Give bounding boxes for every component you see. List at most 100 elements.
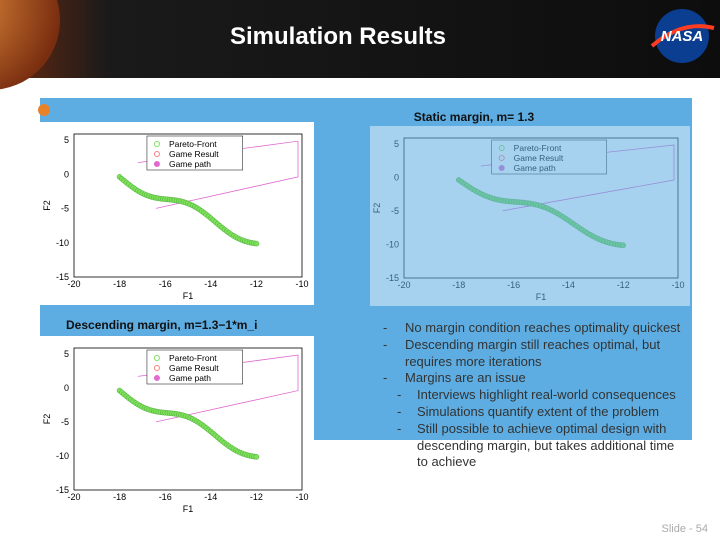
- y-tick-label: 0: [64, 383, 69, 393]
- pareto-point: [466, 184, 473, 191]
- pareto-point: [543, 205, 550, 211]
- legend-label: Game Result: [169, 149, 219, 159]
- pareto-point: [497, 197, 503, 203]
- pareto-point: [579, 226, 585, 233]
- pareto-point: [508, 198, 514, 205]
- nasa-logo: NASA: [650, 9, 715, 63]
- legend-label: Pareto-Front: [169, 353, 217, 363]
- pareto-point: [524, 200, 531, 206]
- legend-symbol: [498, 165, 505, 171]
- pareto-point: [603, 239, 610, 245]
- x-axis-label: F1: [536, 292, 547, 302]
- y-tick-label: -5: [61, 417, 69, 427]
- pareto-point: [609, 240, 616, 247]
- y-tick-label: 5: [394, 139, 399, 149]
- plot-axes: [73, 133, 303, 278]
- legend-symbol: [153, 375, 160, 381]
- pareto-point: [614, 241, 621, 248]
- pareto-point: [513, 199, 520, 205]
- x-tick-label: -20: [397, 280, 410, 290]
- pareto-point: [568, 219, 574, 226]
- pareto-point: [488, 195, 495, 201]
- legend-label: Pareto-Front: [169, 139, 217, 149]
- pareto-point: [535, 202, 542, 209]
- y-tick-label: 5: [64, 349, 69, 359]
- legend-box: [491, 139, 608, 175]
- mars-image: [0, 0, 60, 90]
- pareto-point: [499, 197, 506, 204]
- x-tick-label: -18: [113, 492, 126, 502]
- y-tick-label: 5: [64, 135, 69, 145]
- legend-box: [146, 349, 243, 385]
- plot-axes: [403, 137, 679, 279]
- x-tick-label: -14: [562, 280, 575, 290]
- y-axis-label: F2: [372, 203, 382, 214]
- x-tick-label: -16: [507, 280, 520, 290]
- legend-label: Game path: [169, 373, 211, 383]
- legend-symbol: [153, 141, 160, 147]
- plot-image: -20 -18 -16 -14 -12 -10 5 0 -5 -10 -15 F1 F2 Pareto-F…: [370, 126, 690, 306]
- header-band: [0, 0, 720, 78]
- pareto-point: [521, 199, 528, 206]
- y-tick-label: 0: [394, 173, 399, 183]
- x-tick-label: -12: [250, 279, 263, 289]
- plot-image: -20 -18 -16 -14 -12 -10 5 0 -5 -10 -15 F1 F2 Pareto-F…: [40, 336, 314, 518]
- pareto-point: [527, 200, 533, 207]
- legend-box: [146, 135, 243, 171]
- sub-bullet: Interviews highlight real-world conseque…: [383, 387, 683, 404]
- bullet: Margins are an issue: [383, 370, 683, 387]
- pareto-point: [554, 210, 561, 217]
- panel-caption: Descending margin, m=1.3−1*m_i: [66, 318, 257, 332]
- pareto-point: [461, 180, 468, 187]
- pareto-point: [612, 241, 618, 247]
- pareto-point: [253, 240, 260, 247]
- pareto-point: [458, 179, 465, 185]
- y-tick-label: 0: [64, 169, 69, 179]
- pareto-point: [560, 214, 566, 220]
- pareto-point: [510, 198, 517, 205]
- pareto-point: [587, 232, 594, 238]
- x-tick-label: -12: [250, 492, 263, 502]
- pareto-point: [253, 454, 260, 460]
- pareto-point: [483, 193, 490, 199]
- y-axis-label: F2: [42, 414, 52, 425]
- legend-symbol: [153, 161, 160, 167]
- pareto-point: [551, 209, 558, 215]
- y-tick-label: -15: [56, 485, 69, 495]
- svg-text:NASA: NASA: [661, 28, 704, 45]
- pareto-point: [477, 190, 484, 197]
- pareto-point: [469, 186, 476, 192]
- pareto-point: [549, 207, 555, 214]
- sub-bullet: Simulations quantify extent of the probl…: [383, 404, 683, 421]
- bullet-dot: [38, 104, 50, 116]
- x-tick-label: -20: [67, 492, 80, 502]
- y-axis-label: F2: [42, 200, 52, 211]
- pareto-point: [562, 215, 569, 222]
- pareto-point: [557, 212, 563, 218]
- y-tick-label: -10: [56, 451, 69, 461]
- pareto-point: [516, 199, 522, 206]
- pareto-point: [584, 230, 591, 237]
- pareto-point: [573, 223, 580, 229]
- pareto-point: [480, 192, 487, 198]
- pareto-point: [486, 194, 492, 200]
- y-tick-label: -15: [386, 273, 399, 283]
- pareto-point: [595, 236, 602, 242]
- x-tick-label: -10: [295, 279, 308, 289]
- legend-symbol: [498, 145, 505, 151]
- pareto-point: [519, 199, 525, 206]
- x-tick-label: -20: [67, 279, 80, 289]
- pareto-point: [601, 238, 607, 245]
- bullet: No margin condition reaches optimality q…: [383, 320, 683, 337]
- y-tick-label: -15: [56, 272, 69, 282]
- legend-symbol: [153, 151, 160, 157]
- pareto-point: [593, 234, 599, 241]
- legend-symbol: [153, 365, 160, 371]
- bullet-list: No margin condition reaches optimality q…: [383, 320, 683, 471]
- y-tick-label: -10: [56, 238, 69, 248]
- pareto-point: [546, 206, 553, 213]
- pareto-point: [540, 204, 547, 210]
- pareto-point: [576, 225, 583, 231]
- plot-image: -20 -18 -16 -14 -12 -10 5 0 -5 -10 -15 F1 F2 Pareto-F…: [40, 122, 314, 305]
